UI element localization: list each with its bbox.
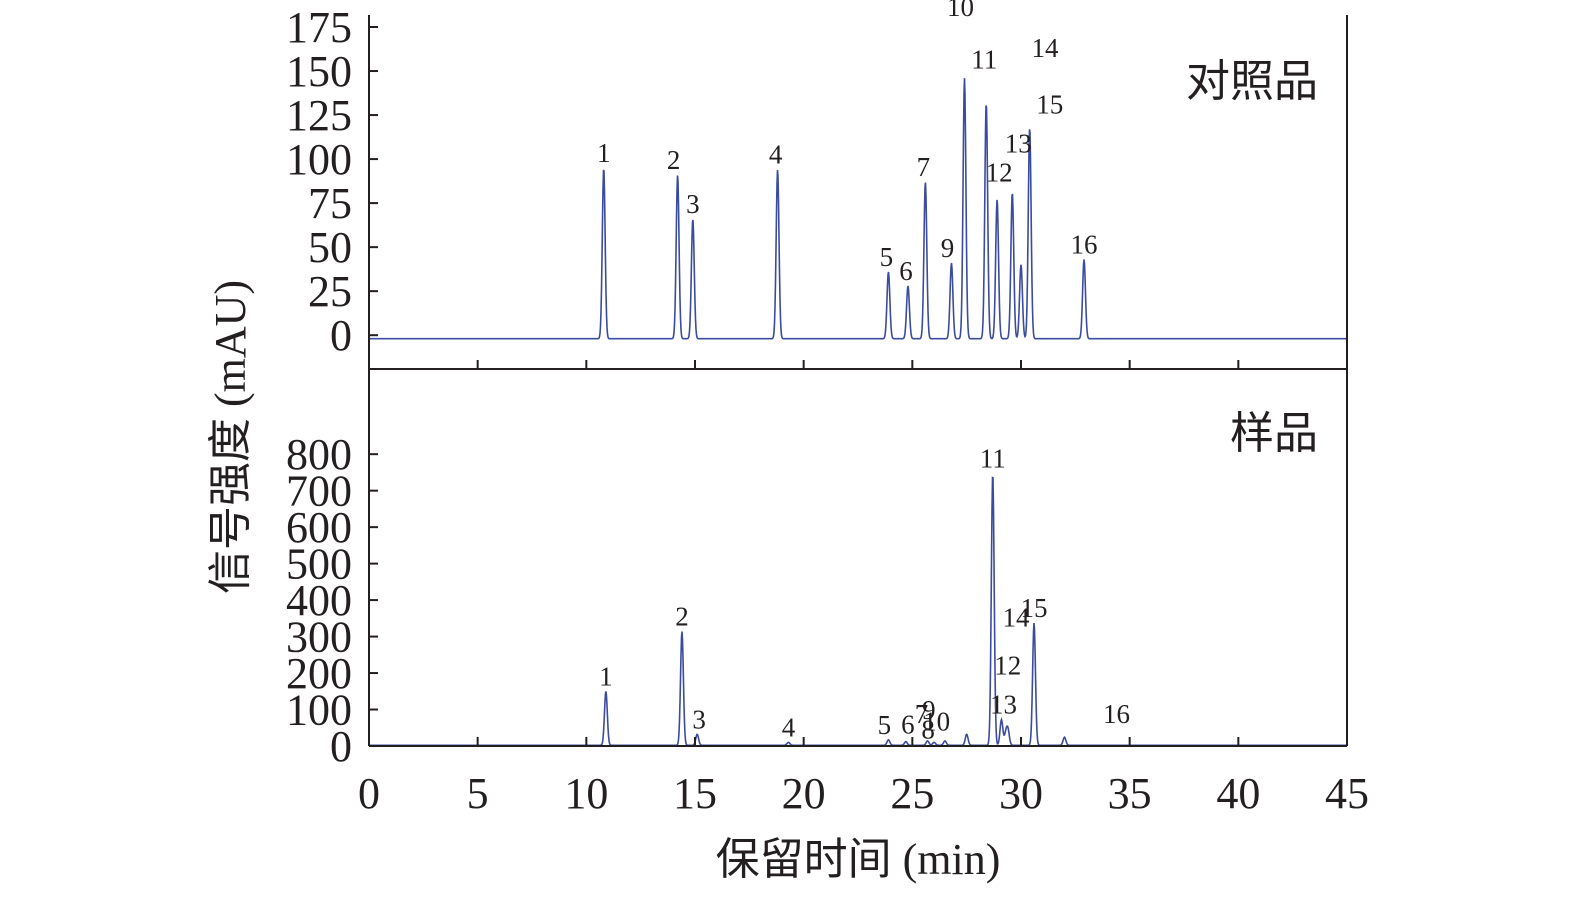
peak-label-4: 4 bbox=[769, 140, 783, 170]
x-tick-label: 30 bbox=[999, 769, 1043, 818]
peak-label-12: 12 bbox=[986, 158, 1013, 188]
peak-label-16: 16 bbox=[1071, 229, 1098, 259]
peak-label-14: 14 bbox=[1002, 603, 1030, 633]
top-y-tick-label: 25 bbox=[308, 267, 352, 316]
x-tick-label: 10 bbox=[564, 769, 608, 818]
bottom-y-tick-label: 800 bbox=[286, 430, 352, 479]
peak-label-3: 3 bbox=[686, 189, 700, 219]
peak-label-9: 9 bbox=[922, 695, 936, 725]
top-y-tick-label: 75 bbox=[308, 179, 352, 228]
peak-label-5: 5 bbox=[878, 710, 892, 740]
top-panel-title: 对照品 bbox=[1186, 56, 1318, 107]
top-trace bbox=[369, 78, 1347, 340]
top-y-tick-label: 50 bbox=[308, 223, 352, 272]
peak-label-5: 5 bbox=[880, 242, 894, 272]
x-tick-label: 20 bbox=[782, 769, 826, 818]
top-y-tick-label: 0 bbox=[330, 311, 352, 360]
peak-label-2: 2 bbox=[667, 145, 681, 175]
peak-label-6: 6 bbox=[899, 256, 913, 286]
peak-label-12: 12 bbox=[994, 650, 1021, 680]
peak-label-3: 3 bbox=[692, 704, 706, 734]
peak-label-1: 1 bbox=[597, 138, 611, 168]
bottom-trace bbox=[369, 476, 1347, 747]
bottom-y-tick-label: 400 bbox=[286, 576, 352, 625]
bottom-y-tick-label: 500 bbox=[286, 540, 352, 589]
peak-label-16: 16 bbox=[1103, 699, 1130, 729]
bottom-y-tick-label: 700 bbox=[286, 467, 352, 516]
peak-label-9: 9 bbox=[941, 233, 955, 263]
peak-label-10: 10 bbox=[923, 706, 950, 736]
peak-label-14: 14 bbox=[1032, 33, 1060, 63]
peak-label-15: 15 bbox=[1036, 89, 1063, 119]
x-axis-label: 保留时间 (min) bbox=[716, 835, 1001, 884]
peak-label-4: 4 bbox=[782, 712, 796, 742]
bottom-y-tick-label: 100 bbox=[286, 686, 352, 735]
y-axis-label: 信号强度 (mAU) bbox=[206, 280, 255, 594]
peak-label-10: 10 bbox=[947, 0, 974, 22]
top-y-tick-label: 125 bbox=[286, 91, 352, 140]
bottom-y-tick-label: 300 bbox=[286, 613, 352, 662]
peak-label-8: 8 bbox=[921, 714, 935, 744]
peak-label-7: 7 bbox=[917, 152, 931, 182]
peak-label-7: 7 bbox=[915, 699, 929, 729]
peak-label-13: 13 bbox=[990, 690, 1017, 720]
peak-label-11: 11 bbox=[980, 444, 1006, 474]
bottom-y-tick-label: 600 bbox=[286, 503, 352, 552]
x-axis: 0 5 10 15 20 25 30 35 40 45 bbox=[358, 360, 1369, 818]
bottom-y-tick-label: 0 bbox=[330, 722, 352, 771]
x-tick-label: 25 bbox=[890, 769, 934, 818]
frame bbox=[368, 15, 1348, 747]
x-tick-label: 45 bbox=[1325, 769, 1369, 818]
x-tick-label: 5 bbox=[467, 769, 489, 818]
x-tick-label: 35 bbox=[1108, 769, 1152, 818]
peak-label-1: 1 bbox=[599, 661, 613, 691]
x-tick-label: 15 bbox=[673, 769, 717, 818]
bottom-panel-title: 样品 bbox=[1230, 408, 1318, 459]
peak-label-11: 11 bbox=[971, 45, 997, 75]
peak-label-6: 6 bbox=[901, 710, 915, 740]
bottom-y-tick-label: 200 bbox=[286, 649, 352, 698]
top-y-tick-label: 175 bbox=[286, 3, 352, 52]
top-y-tick-label: 150 bbox=[286, 47, 352, 96]
top-y-tick-label: 100 bbox=[286, 135, 352, 184]
x-tick-label: 40 bbox=[1216, 769, 1260, 818]
peak-label-2: 2 bbox=[675, 601, 689, 631]
peak-label-13: 13 bbox=[1005, 129, 1032, 159]
peak-label-15: 15 bbox=[1021, 593, 1048, 623]
x-tick-label: 0 bbox=[358, 769, 380, 818]
